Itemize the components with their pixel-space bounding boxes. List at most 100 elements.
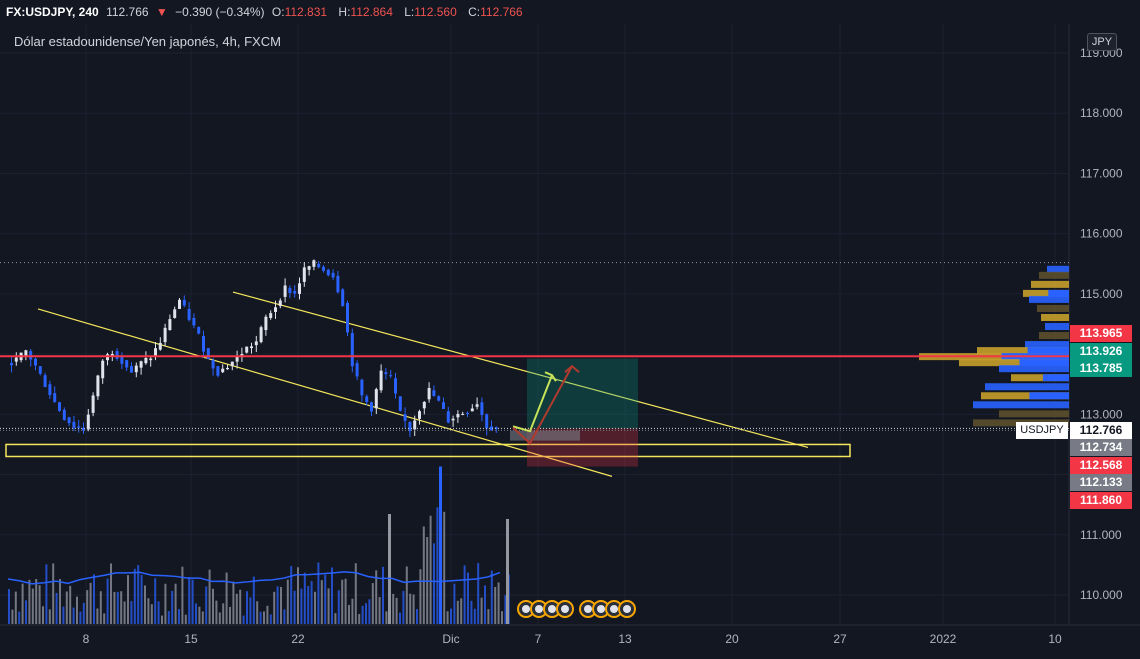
candle-body [230, 361, 234, 367]
candle-body [158, 342, 162, 350]
candle-body [336, 275, 340, 293]
volume-bar [89, 582, 92, 624]
volume-bar [195, 603, 197, 624]
volume-bar [494, 586, 497, 624]
economic-event-flag-icon [610, 605, 618, 613]
candle-body [475, 404, 479, 407]
volume-bar [198, 606, 201, 624]
volume-profile-bar [1029, 295, 1069, 303]
candle-body [125, 360, 129, 368]
volume-bar [127, 575, 129, 624]
chart-title: Dólar estadounidense/Yen japonés, 4h, FX… [14, 34, 281, 49]
price-label: 112.766 [1070, 422, 1132, 439]
volume-bar [229, 606, 231, 624]
candle-body [302, 267, 306, 282]
symbol-name[interactable]: FX:USDJPY, 240 [6, 5, 99, 19]
currency-badge[interactable]: JPY [1087, 33, 1117, 51]
candle-body [62, 409, 66, 420]
volume-bar [290, 566, 293, 624]
volume-bar [28, 579, 31, 624]
candle-body [331, 272, 335, 278]
volume-bar [103, 613, 106, 624]
volume-bar [470, 600, 473, 624]
volume-bar [385, 611, 388, 624]
volume-profile-bar [973, 401, 1069, 409]
y-tick-label: 118.000 [1080, 106, 1123, 120]
volume-bar [463, 565, 466, 624]
candle-body [91, 395, 95, 413]
economic-event-flag-icon [561, 605, 569, 613]
volume-bar [130, 601, 133, 624]
candle-body [173, 309, 177, 318]
candle-body [216, 366, 220, 376]
price-label: 111.860 [1070, 492, 1132, 509]
volume-bar [409, 593, 412, 624]
volume-bar [453, 583, 456, 624]
x-tick-label: 20 [725, 632, 739, 646]
volume-bar [443, 511, 446, 624]
volume-bar [72, 607, 75, 624]
candle-body [178, 299, 181, 309]
volume-bar [429, 515, 432, 624]
volume-bar [116, 591, 119, 624]
volume-bar [137, 565, 140, 624]
candle-body [197, 327, 201, 334]
candle-body [470, 408, 474, 412]
candle-body [163, 327, 167, 343]
volume-profile-bar [1031, 280, 1069, 288]
close-value: 112.766 [480, 5, 523, 19]
volume-profile-bar [999, 410, 1069, 418]
volume-bar [477, 563, 480, 624]
volume-bar [31, 588, 34, 624]
volume-bar [188, 577, 191, 624]
candle-body [221, 368, 225, 373]
candle-body [48, 384, 52, 396]
down-arrow-icon: ▼ [155, 5, 168, 19]
volume-bar [436, 507, 439, 624]
candle-body [384, 372, 388, 375]
channel-upper-line [232, 291, 809, 449]
candle-body [274, 307, 277, 312]
candle-body [442, 402, 445, 410]
volume-bar [120, 591, 123, 624]
candle-body [456, 413, 460, 418]
volume-bar [174, 583, 177, 624]
volume-profile-bar [1047, 265, 1069, 273]
candle-body [360, 379, 364, 396]
candle-body [120, 355, 124, 364]
candle-body [418, 411, 421, 419]
price-label: 113.965 [1070, 325, 1132, 342]
volume-bar [378, 597, 381, 624]
candle-body [211, 360, 215, 369]
candle-body [82, 427, 85, 431]
volume-bar [280, 586, 282, 624]
x-tick-label: 10 [1048, 632, 1062, 646]
price-chart[interactable]: 110.000111.000112.000113.000114.000115.0… [0, 24, 1140, 659]
volume-bar [392, 593, 395, 624]
volume-bar [307, 586, 310, 624]
candle-body [206, 348, 210, 360]
volume-bar [8, 589, 10, 624]
price-label: 113.926 [1070, 343, 1132, 360]
volume-profile-bar [1039, 332, 1069, 340]
candle-body [288, 287, 292, 293]
candle-body [461, 413, 465, 415]
volume-bar [337, 590, 340, 624]
candle-body [322, 266, 325, 271]
candle-body [307, 266, 311, 270]
volume-profile-bar [1041, 313, 1069, 321]
volume-bar [399, 612, 401, 624]
volume-bar [242, 615, 245, 624]
volume-bar [93, 574, 95, 624]
volume-bar [314, 591, 316, 624]
candle-body [72, 421, 76, 428]
economic-event-flag-icon [597, 605, 605, 613]
volume-bar [259, 611, 262, 624]
volume-bar [467, 572, 469, 624]
economic-event-flag-icon [535, 605, 543, 613]
volume-bar [351, 598, 354, 624]
volume-ma-line [7, 571, 501, 585]
volume-profile-bar [977, 347, 1069, 355]
volume-bar [310, 581, 313, 624]
candle-body [226, 367, 229, 370]
